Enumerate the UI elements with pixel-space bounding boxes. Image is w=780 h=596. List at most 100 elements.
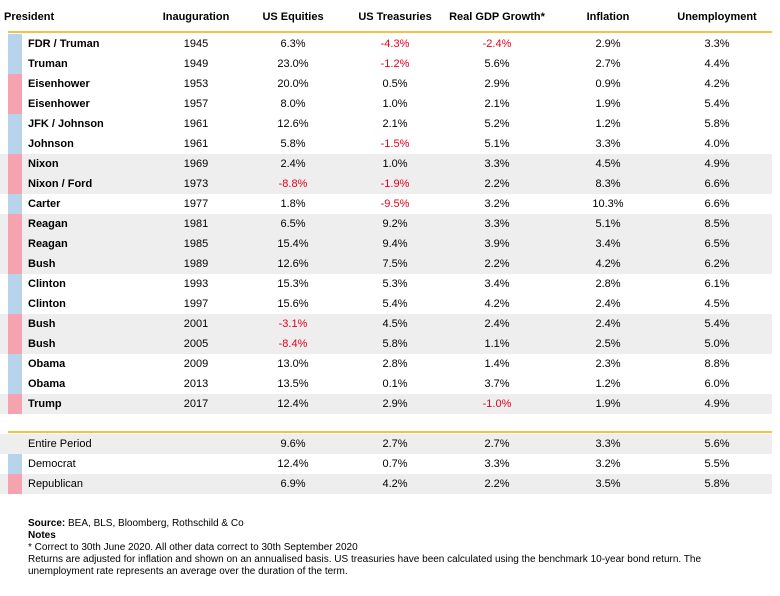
inauguration-year: 2009 xyxy=(183,358,209,370)
treasuries-value: -1.5% xyxy=(380,138,410,150)
inauguration-year: 2001 xyxy=(183,318,209,330)
unemployment-value: 5.8% xyxy=(704,478,730,490)
gdp-value: 2.1% xyxy=(484,98,510,110)
equities-value: 12.4% xyxy=(277,458,309,470)
treasuries-value: 4.2% xyxy=(382,478,408,490)
inauguration-year: 1985 xyxy=(183,238,209,250)
table-row: Obama 2009 13.0% 2.8% 1.4% 2.3% 8.8% xyxy=(0,354,772,374)
table-row: Reagan 1981 6.5% 9.2% 3.3% 5.1% 8.5% xyxy=(0,214,772,234)
unemployment-value: 6.5% xyxy=(704,238,730,250)
inauguration-year: 1977 xyxy=(183,198,209,210)
equities-value: 12.6% xyxy=(277,118,309,130)
inflation-value: 2.4% xyxy=(595,318,621,330)
note-line: Returns are adjusted for inflation and s… xyxy=(28,554,702,577)
unemployment-value: 4.9% xyxy=(704,398,730,410)
democrat-party-marker xyxy=(8,454,22,474)
treasuries-value: 1.0% xyxy=(382,98,408,110)
header-inauguration: Inauguration xyxy=(162,11,230,23)
note-line: * Correct to 30th June 2020. All other d… xyxy=(28,542,358,553)
gdp-value: 3.3% xyxy=(484,158,510,170)
inauguration-year: 1989 xyxy=(183,258,209,270)
equities-value: 15.4% xyxy=(277,238,309,250)
unemployment-value: 6.1% xyxy=(704,278,730,290)
gdp-value: 2.9% xyxy=(484,78,510,90)
treasuries-value: 0.1% xyxy=(382,378,408,390)
inauguration-year: 1949 xyxy=(183,58,209,70)
unemployment-value: 6.6% xyxy=(704,198,730,210)
unemployment-value: 4.0% xyxy=(704,138,730,150)
header-unemployment: Unemployment xyxy=(677,11,757,23)
inflation-value: 10.3% xyxy=(592,198,624,210)
table-row: Johnson 1961 5.8% -1.5% 5.1% 3.3% 4.0% xyxy=(0,134,772,154)
unemployment-value: 5.8% xyxy=(704,118,730,130)
unemployment-value: 4.4% xyxy=(704,58,730,70)
gdp-value: 2.7% xyxy=(484,438,510,450)
republican-party-marker xyxy=(8,74,22,94)
democrat-party-marker xyxy=(8,294,22,314)
president-name: Nixon xyxy=(28,158,59,170)
table-row: Truman 1949 23.0% -1.2% 5.6% 2.7% 4.4% xyxy=(0,54,772,74)
unemployment-value: 6.2% xyxy=(704,258,730,270)
inauguration-year: 1969 xyxy=(183,158,209,170)
equities-value: 23.0% xyxy=(277,58,309,70)
treasuries-value: 0.7% xyxy=(382,458,408,470)
gdp-value: 3.7% xyxy=(484,378,510,390)
inflation-value: 3.4% xyxy=(595,238,621,250)
header-inflation: Inflation xyxy=(586,11,630,23)
equities-value: 8.0% xyxy=(280,98,306,110)
democrat-party-marker xyxy=(8,34,22,54)
source-line: Source: BEA, BLS, Bloomberg, Rothschild … xyxy=(28,518,768,530)
president-name: Bush xyxy=(28,318,56,330)
inauguration-year: 1945 xyxy=(183,38,209,50)
table-row: Eisenhower 1957 8.0% 1.0% 2.1% 1.9% 5.4% xyxy=(0,94,772,114)
inauguration-year: 1981 xyxy=(183,218,209,230)
treasuries-value: 5.4% xyxy=(382,298,408,310)
republican-party-marker xyxy=(8,174,22,194)
inauguration-year: 2005 xyxy=(183,338,209,350)
democrat-party-marker xyxy=(8,114,22,134)
inauguration-year: 1961 xyxy=(183,118,209,130)
inflation-value: 2.3% xyxy=(595,358,621,370)
inauguration-year: 1961 xyxy=(183,138,209,150)
treasuries-value: 1.0% xyxy=(382,158,408,170)
table-row: Clinton 1997 15.6% 5.4% 4.2% 2.4% 4.5% xyxy=(0,294,772,314)
inauguration-year: 1993 xyxy=(183,278,209,290)
equities-value: -3.1% xyxy=(278,318,308,330)
gdp-value: -1.0% xyxy=(482,398,512,410)
democrat-party-marker xyxy=(8,354,22,374)
inauguration-year: 1957 xyxy=(183,98,209,110)
treasuries-value: 5.3% xyxy=(382,278,408,290)
header-gdp: Real GDP Growth* xyxy=(449,11,545,23)
gdp-value: 3.3% xyxy=(484,458,510,470)
unemployment-value: 4.5% xyxy=(704,298,730,310)
inflation-value: 3.2% xyxy=(595,458,621,470)
unemployment-value: 6.6% xyxy=(704,178,730,190)
inauguration-year: 1973 xyxy=(183,178,209,190)
president-name: Obama xyxy=(28,358,66,370)
inflation-value: 2.8% xyxy=(595,278,621,290)
president-name: Bush xyxy=(28,258,56,270)
treasuries-value: 9.4% xyxy=(382,238,408,250)
inflation-value: 1.9% xyxy=(595,398,621,410)
unemployment-value: 4.2% xyxy=(704,78,730,90)
republican-party-marker xyxy=(8,94,22,114)
treasuries-value: 7.5% xyxy=(382,258,408,270)
header-divider xyxy=(8,31,772,33)
gdp-value: 3.9% xyxy=(484,238,510,250)
president-name: Bush xyxy=(28,338,56,350)
president-name: Republican xyxy=(28,478,84,490)
table-row: Clinton 1993 15.3% 5.3% 3.4% 2.8% 6.1% xyxy=(0,274,772,294)
president-name: Clinton xyxy=(28,278,66,290)
republican-party-marker xyxy=(8,474,22,494)
inflation-value: 1.9% xyxy=(595,98,621,110)
table-row: Eisenhower 1953 20.0% 0.5% 2.9% 0.9% 4.2% xyxy=(0,74,772,94)
unemployment-value: 5.5% xyxy=(704,458,730,470)
treasuries-value: -4.3% xyxy=(380,38,410,50)
equities-value: 6.9% xyxy=(280,478,306,490)
inauguration-year: 1953 xyxy=(183,78,209,90)
gdp-value: -2.4% xyxy=(482,38,512,50)
table-row: Bush 1989 12.6% 7.5% 2.2% 4.2% 6.2% xyxy=(0,254,772,274)
treasuries-value: 9.2% xyxy=(382,218,408,230)
inflation-value: 2.4% xyxy=(595,298,621,310)
treasuries-value: 4.5% xyxy=(382,318,408,330)
